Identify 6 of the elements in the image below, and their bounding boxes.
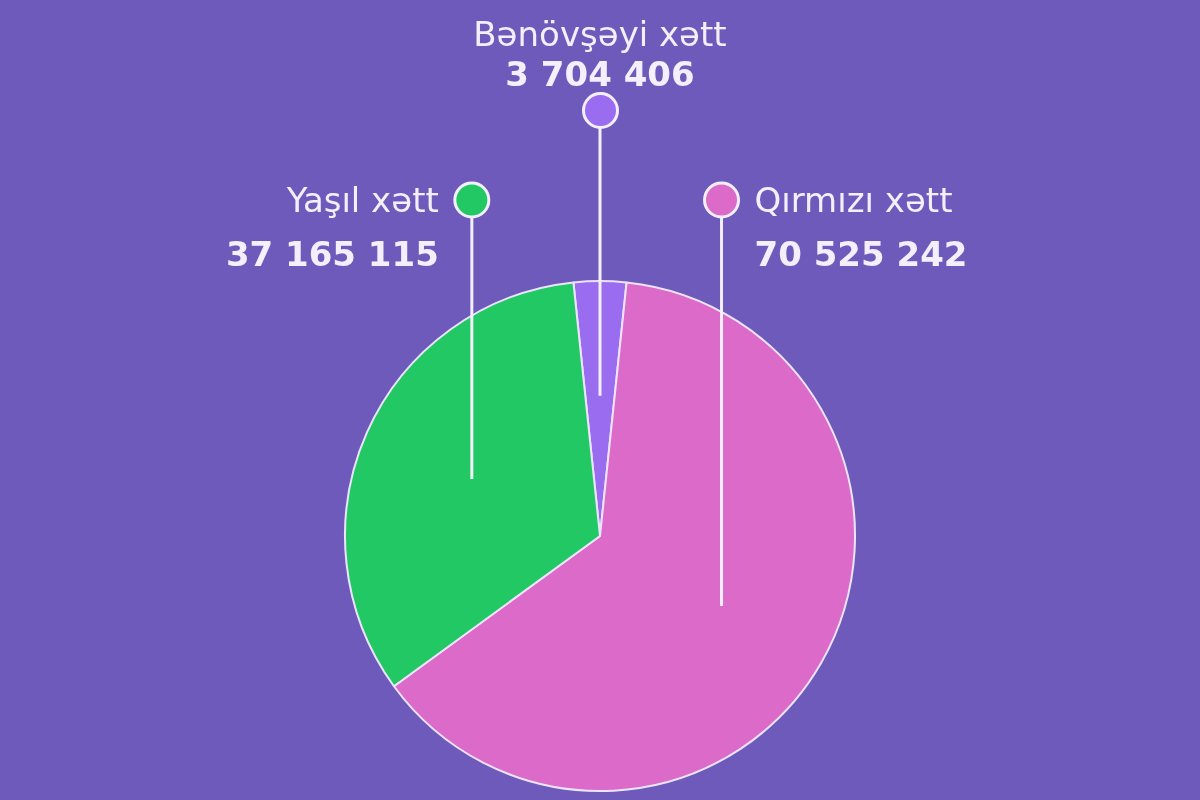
slice-label: Bənövşəyi xətt	[473, 14, 727, 54]
data-label: 37 165 115	[225, 234, 439, 274]
slice-label: Yaşıl xətt	[285, 180, 439, 220]
legend-label: Qırmızı xətt	[754, 180, 953, 220]
data-label: 3 704 406	[505, 54, 695, 94]
data-label: 70 525 242	[754, 234, 968, 274]
